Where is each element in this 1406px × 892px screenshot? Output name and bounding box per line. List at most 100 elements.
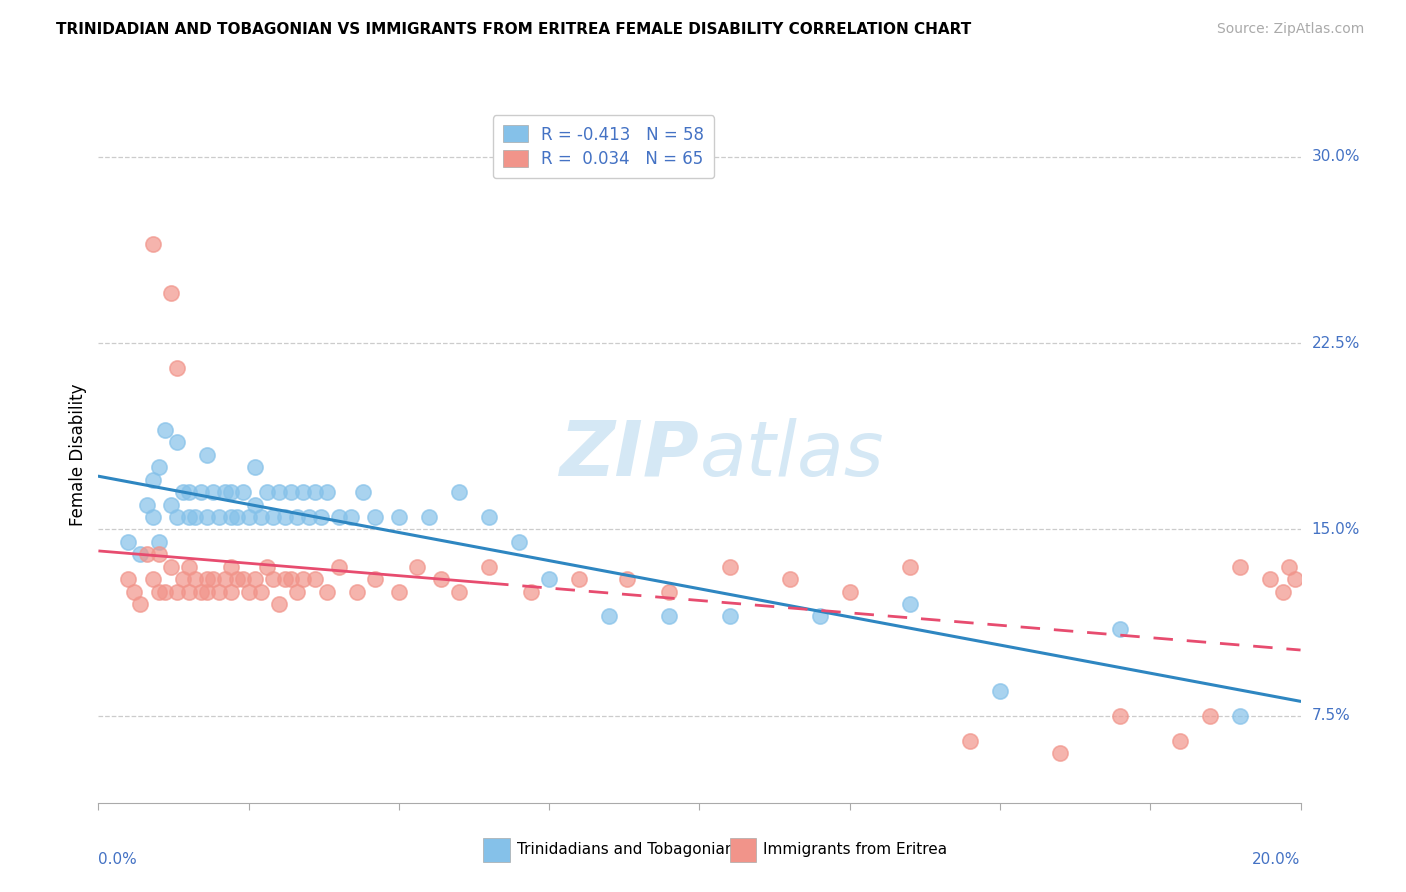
Point [1271, 584, 1294, 599]
Text: Source: ZipAtlas.com: Source: ZipAtlas.com [1216, 22, 1364, 37]
Point [141, 510, 163, 524]
Point [117, 535, 139, 549]
Text: TRINIDADIAN AND TOBAGONIAN VS IMMIGRANTS FROM ERITREA FEMALE DISABILITY CORRELAT: TRINIDADIAN AND TOBAGONIAN VS IMMIGRANTS… [56, 22, 972, 37]
FancyBboxPatch shape [730, 838, 756, 862]
Point [718, 559, 741, 574]
Point [219, 510, 242, 524]
Point [177, 485, 200, 500]
Point [172, 572, 194, 586]
Point [364, 572, 387, 586]
Point [598, 609, 620, 624]
Point [291, 572, 314, 586]
Point [238, 510, 260, 524]
Point [1109, 708, 1132, 723]
Text: 0.0%: 0.0% [98, 852, 138, 866]
Point [274, 510, 297, 524]
Point [959, 733, 981, 747]
Point [779, 572, 801, 586]
Point [1049, 746, 1071, 760]
Text: 15.0%: 15.0% [1312, 522, 1360, 537]
Point [183, 572, 205, 586]
Text: ZIP: ZIP [560, 418, 699, 491]
Point [520, 584, 543, 599]
Point [141, 572, 163, 586]
Point [166, 361, 188, 376]
Point [1277, 559, 1299, 574]
Point [195, 510, 218, 524]
Point [328, 559, 350, 574]
Point [214, 485, 236, 500]
Point [208, 510, 231, 524]
Point [183, 510, 205, 524]
Point [195, 572, 218, 586]
Point [225, 510, 247, 524]
Text: 30.0%: 30.0% [1312, 149, 1360, 164]
Point [340, 510, 363, 524]
Point [838, 584, 860, 599]
Point [280, 572, 302, 586]
Point [243, 498, 266, 512]
Point [201, 572, 224, 586]
Point [309, 510, 332, 524]
Text: Trinidadians and Tobagonians: Trinidadians and Tobagonians [517, 842, 742, 857]
Text: 7.5%: 7.5% [1312, 708, 1350, 723]
Point [538, 572, 561, 586]
Point [190, 485, 212, 500]
Point [291, 485, 314, 500]
Point [898, 559, 921, 574]
Point [388, 510, 411, 524]
Point [166, 584, 188, 599]
Point [1260, 572, 1282, 586]
Point [177, 510, 200, 524]
Point [135, 547, 157, 561]
Point [267, 485, 290, 500]
Point [267, 597, 290, 611]
Point [148, 584, 170, 599]
Point [988, 684, 1011, 698]
Point [1170, 733, 1192, 747]
Point [195, 448, 218, 462]
Point [129, 597, 152, 611]
Point [141, 473, 163, 487]
Point [508, 535, 530, 549]
Point [153, 584, 176, 599]
Point [718, 609, 741, 624]
Point [406, 559, 429, 574]
Point [141, 236, 163, 251]
Text: 22.5%: 22.5% [1312, 335, 1360, 351]
Point [201, 485, 224, 500]
Point [1284, 572, 1306, 586]
Point [135, 498, 157, 512]
Point [159, 559, 181, 574]
Point [256, 559, 278, 574]
Point [177, 584, 200, 599]
Point [148, 535, 170, 549]
Point [262, 510, 284, 524]
Point [153, 423, 176, 437]
Point [388, 584, 411, 599]
Point [214, 572, 236, 586]
Point [478, 510, 501, 524]
Point [1229, 559, 1251, 574]
Point [658, 609, 681, 624]
Point [159, 498, 181, 512]
Point [280, 485, 302, 500]
Point [243, 460, 266, 475]
Point [808, 609, 831, 624]
Point [478, 559, 501, 574]
Point [219, 485, 242, 500]
Point [315, 584, 337, 599]
Point [1229, 708, 1251, 723]
Point [352, 485, 374, 500]
Point [298, 510, 321, 524]
Text: 20.0%: 20.0% [1253, 852, 1301, 866]
Point [364, 510, 387, 524]
Point [346, 584, 368, 599]
Point [568, 572, 591, 586]
Point [243, 572, 266, 586]
Point [232, 572, 254, 586]
Text: Immigrants from Eritrea: Immigrants from Eritrea [763, 842, 948, 857]
Point [195, 584, 218, 599]
Point [117, 572, 139, 586]
Point [285, 584, 308, 599]
